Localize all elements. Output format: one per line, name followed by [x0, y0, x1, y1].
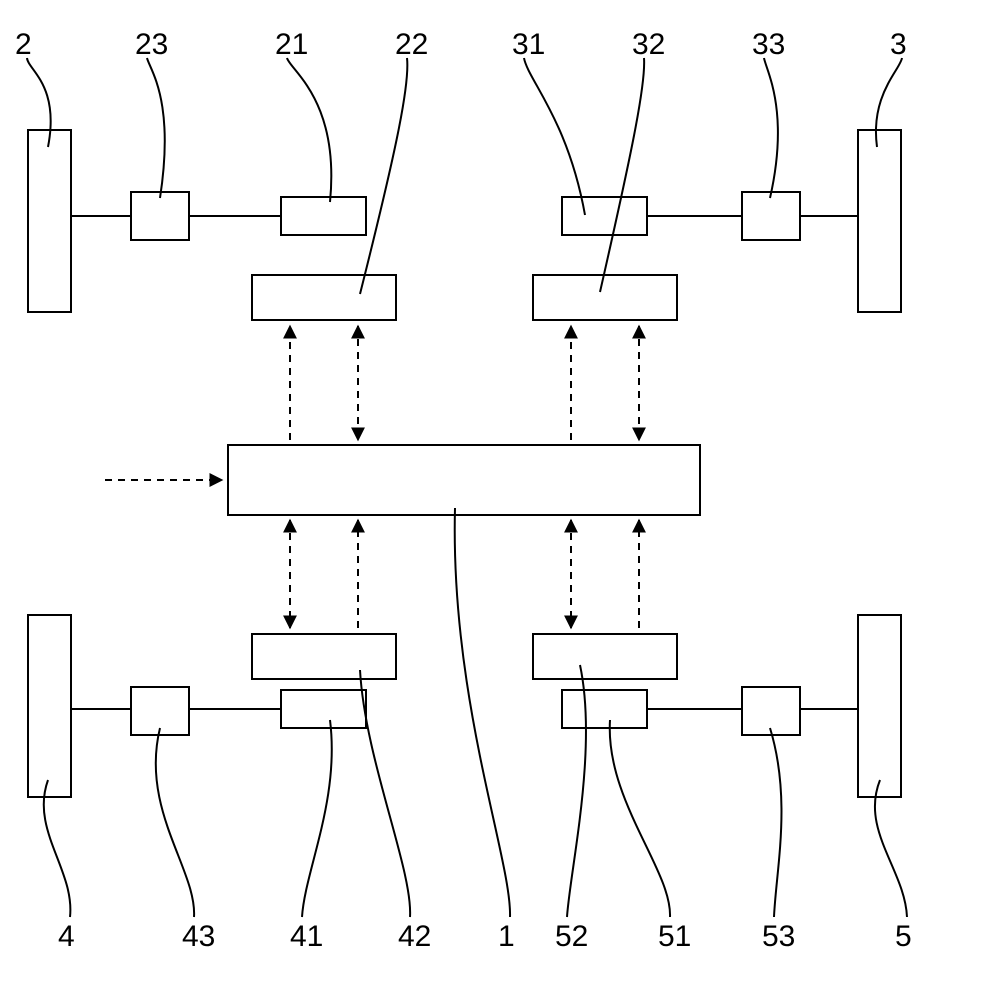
block-b33	[742, 192, 800, 240]
callout-line-23	[147, 58, 165, 198]
callout-label-52: 52	[555, 920, 588, 954]
callout-label-22: 22	[395, 28, 428, 62]
callout-label-23: 23	[135, 28, 168, 62]
callout-line-31	[524, 58, 585, 215]
callout-line-32	[600, 58, 644, 292]
callout-line-22	[360, 58, 407, 294]
block-b32	[533, 275, 677, 320]
callout-line-4	[44, 780, 71, 917]
callout-label-5: 5	[895, 920, 912, 954]
diagram-canvas	[0, 0, 1000, 981]
callout-line-21	[287, 58, 331, 202]
callout-line-42	[360, 670, 410, 917]
block-b53	[742, 687, 800, 735]
callout-line-2	[27, 58, 51, 147]
callout-label-42: 42	[398, 920, 431, 954]
block-b22	[252, 275, 396, 320]
callout-line-3	[876, 58, 902, 147]
callout-label-51: 51	[658, 920, 691, 954]
block-b5	[858, 615, 901, 797]
callout-label-3: 3	[890, 28, 907, 62]
callout-line-5	[875, 780, 907, 917]
callout-line-1	[455, 508, 510, 917]
block-b21	[281, 197, 366, 235]
callout-label-21: 21	[275, 28, 308, 62]
block-b41	[281, 690, 366, 728]
callout-label-4: 4	[58, 920, 75, 954]
callout-label-31: 31	[512, 28, 545, 62]
block-b51	[562, 690, 647, 728]
callout-line-33	[764, 58, 778, 198]
callout-label-41: 41	[290, 920, 323, 954]
block-b31	[562, 197, 647, 235]
callout-label-2: 2	[15, 28, 32, 62]
block-b4	[28, 615, 71, 797]
block-b43	[131, 687, 189, 735]
callout-label-32: 32	[632, 28, 665, 62]
callout-label-33: 33	[752, 28, 785, 62]
callout-label-53: 53	[762, 920, 795, 954]
callout-line-53	[770, 728, 781, 917]
block-b2	[28, 130, 71, 312]
block-b23	[131, 192, 189, 240]
callout-line-43	[156, 728, 194, 917]
block-b3	[858, 130, 901, 312]
callout-label-1: 1	[498, 920, 515, 954]
callout-line-52	[567, 665, 586, 917]
callout-label-43: 43	[182, 920, 215, 954]
block-b1	[228, 445, 700, 515]
callout-line-41	[302, 720, 332, 917]
block-b52	[533, 634, 677, 679]
block-b42	[252, 634, 396, 679]
callout-line-51	[610, 720, 670, 917]
